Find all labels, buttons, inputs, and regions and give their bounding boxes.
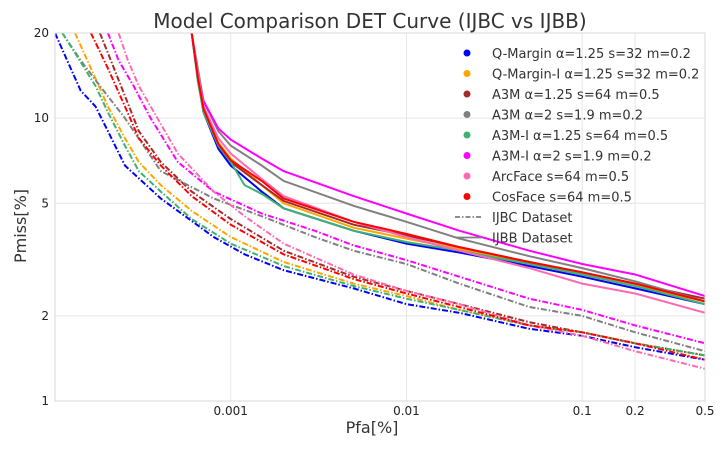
legend-label: Q-Margin α=1.25 s=32 m=0.2 xyxy=(492,47,691,62)
y-tick-label: 1 xyxy=(41,394,49,408)
plot-area xyxy=(55,33,705,370)
legend-marker xyxy=(463,70,471,77)
x-tick-label: 0.001 xyxy=(214,404,248,418)
chart-title: Model Comparison DET Curve (IJBC vs IJBB… xyxy=(153,9,586,33)
tick-labels: 0.001 0.01 0.1 0.2 0.5 1 2 5 10 20 xyxy=(34,26,715,418)
series-line-ijbc xyxy=(55,33,705,361)
series-line-ijbc xyxy=(98,33,705,357)
legend-marker xyxy=(463,152,471,159)
legend-marker xyxy=(463,193,471,200)
x-tick-label: 0.2 xyxy=(626,404,645,418)
series-line-ijbb xyxy=(190,33,705,306)
series-line-ijbb xyxy=(190,33,705,297)
legend-marker xyxy=(463,90,471,98)
y-tick-label: 5 xyxy=(41,196,49,210)
x-tick-label: 0.1 xyxy=(573,404,592,418)
x-axis-label: Pfa[%] xyxy=(346,418,399,437)
legend-label: A3M α=1.25 s=64 m=0.5 xyxy=(492,88,660,103)
y-tick-label: 20 xyxy=(34,26,49,40)
x-tick-label: 0.01 xyxy=(393,404,420,418)
x-tick-label: 0.5 xyxy=(695,404,714,418)
legend-label: Q-Margin-I α=1.25 s=32 m=0.2 xyxy=(492,68,699,83)
series-line-ijbc xyxy=(61,33,705,353)
y-axis-label: Pmiss[%] xyxy=(11,189,30,263)
legend-label: CosFace s=64 m=0.5 xyxy=(492,191,632,206)
legend-label: A3M-I α=1.25 s=64 m=0.5 xyxy=(492,129,668,144)
legend-marker xyxy=(463,172,471,180)
legend-label: ArcFace s=64 m=0.5 xyxy=(492,170,629,185)
legend-label: IJBC Dataset xyxy=(492,211,572,226)
series-line-ijbc xyxy=(89,33,705,361)
legend: Q-Margin α=1.25 s=32 m=0.2 Q-Margin-I α=1… xyxy=(455,47,699,247)
legend-label: IJBB Dataset xyxy=(492,232,573,247)
series-line-ijbb xyxy=(190,33,705,314)
legend-marker xyxy=(463,49,471,57)
y-tick-label: 10 xyxy=(34,111,49,125)
series-line-ijbb xyxy=(190,33,705,303)
plot-frame xyxy=(54,32,706,402)
series-line-ijbc xyxy=(106,33,705,345)
legend-marker xyxy=(463,131,471,139)
legend-label: A3M α=2 s=1.9 m=0.2 xyxy=(492,109,643,124)
series-lines xyxy=(55,33,705,370)
y-tick-label: 2 xyxy=(41,309,49,323)
legend-marker xyxy=(463,111,471,118)
legend-label: A3M-I α=2 s=1.9 m=0.2 xyxy=(492,150,652,165)
